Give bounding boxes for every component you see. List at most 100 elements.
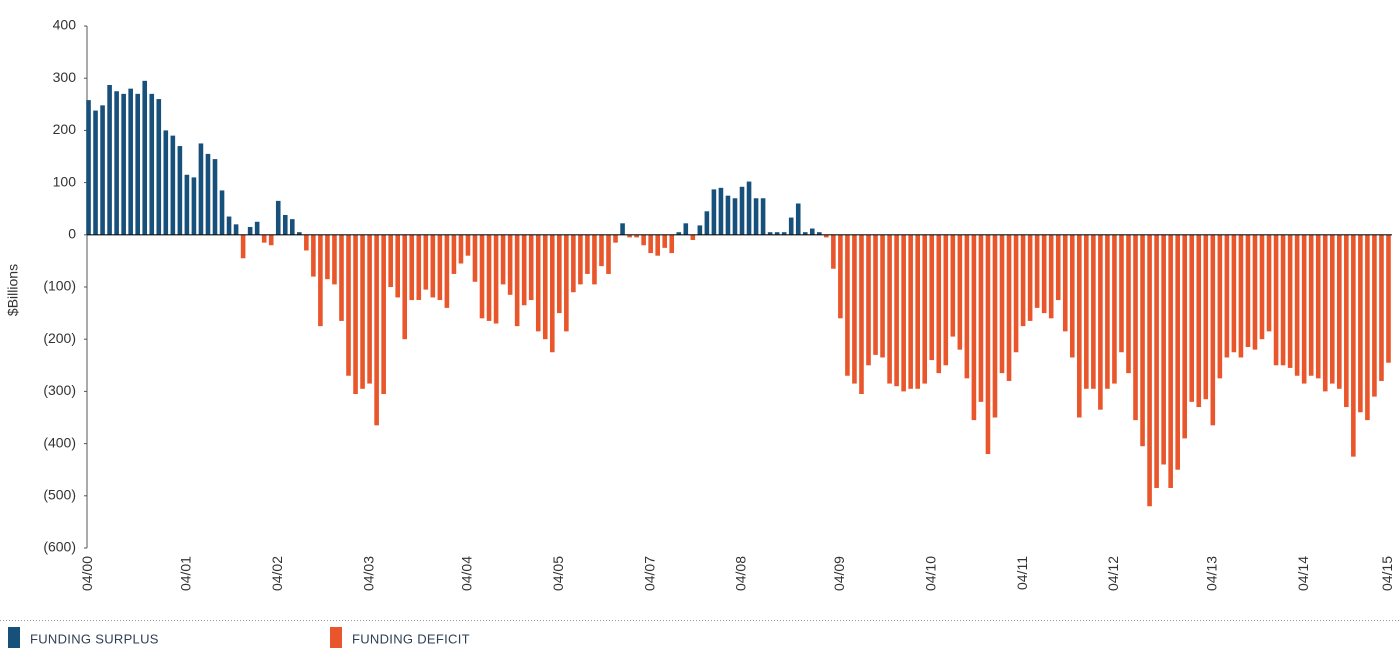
bar bbox=[1055, 234, 1061, 301]
bar bbox=[781, 232, 787, 235]
y-tick-label: (400) bbox=[43, 434, 76, 450]
bar bbox=[254, 221, 260, 235]
bar bbox=[486, 234, 492, 321]
bar bbox=[634, 234, 639, 238]
bar bbox=[149, 93, 155, 235]
bar bbox=[592, 234, 597, 285]
bar bbox=[268, 234, 274, 246]
bar bbox=[121, 93, 126, 235]
x-tick-label: 04/01 bbox=[178, 556, 194, 591]
x-tick-label: 04/14 bbox=[1295, 556, 1311, 591]
bar bbox=[817, 232, 822, 235]
bar bbox=[746, 181, 752, 235]
bar bbox=[205, 153, 211, 235]
bar bbox=[992, 234, 998, 418]
bar bbox=[198, 143, 204, 235]
bar bbox=[838, 234, 843, 319]
bar bbox=[1027, 234, 1033, 321]
bar bbox=[564, 234, 569, 332]
bar bbox=[93, 110, 98, 235]
bar bbox=[177, 146, 183, 235]
bar bbox=[367, 234, 372, 384]
legend-label: FUNDING SURPLUS bbox=[30, 631, 159, 646]
bar bbox=[1322, 234, 1328, 392]
bar bbox=[549, 234, 555, 353]
bar bbox=[423, 234, 429, 290]
bar bbox=[950, 234, 956, 337]
x-tick-label: 04/10 bbox=[922, 556, 938, 591]
bar bbox=[978, 234, 984, 402]
bar bbox=[1379, 234, 1384, 381]
bar bbox=[360, 234, 365, 389]
bar bbox=[690, 234, 696, 241]
bar bbox=[1210, 234, 1216, 426]
bar bbox=[613, 234, 618, 243]
bar bbox=[894, 234, 899, 387]
bar bbox=[824, 234, 829, 238]
bar bbox=[388, 234, 393, 287]
bar bbox=[1189, 234, 1195, 402]
bar bbox=[732, 198, 738, 235]
bar bbox=[374, 234, 379, 426]
x-tick-label: 04/09 bbox=[831, 556, 847, 591]
bar bbox=[943, 234, 949, 366]
bar bbox=[648, 234, 653, 254]
bar bbox=[1168, 234, 1173, 488]
bar bbox=[1140, 234, 1145, 447]
x-tick-label: 04/03 bbox=[360, 556, 376, 591]
y-tick-label: (600) bbox=[43, 539, 76, 555]
bar bbox=[170, 135, 176, 235]
bar bbox=[346, 234, 351, 376]
y-tick-label: 200 bbox=[53, 121, 77, 137]
bar bbox=[1231, 234, 1237, 353]
bar bbox=[128, 88, 133, 235]
legend-label: FUNDING DEFICIT bbox=[352, 631, 470, 646]
bar bbox=[535, 234, 541, 332]
bar bbox=[465, 234, 471, 256]
bar bbox=[1161, 234, 1166, 465]
x-tick-label: 04/12 bbox=[1105, 556, 1121, 591]
bar bbox=[437, 234, 443, 301]
bar bbox=[458, 234, 464, 264]
bar bbox=[1252, 234, 1258, 350]
bar bbox=[514, 234, 520, 327]
bar bbox=[381, 234, 386, 395]
bar bbox=[795, 203, 801, 235]
bar bbox=[571, 234, 576, 293]
bar bbox=[655, 234, 660, 256]
bar bbox=[493, 234, 499, 324]
bar bbox=[1224, 234, 1230, 358]
bar bbox=[107, 84, 112, 235]
bar bbox=[887, 234, 892, 384]
x-tick-label: 04/02 bbox=[269, 556, 285, 591]
bar bbox=[964, 234, 970, 379]
bar bbox=[852, 234, 857, 384]
x-tick-label: 04/07 bbox=[641, 556, 657, 591]
bar bbox=[901, 234, 906, 392]
bar bbox=[100, 105, 105, 235]
bar bbox=[1175, 234, 1180, 470]
bar bbox=[718, 187, 724, 235]
bar bbox=[1351, 234, 1356, 457]
x-tick-label: 04/04 bbox=[459, 556, 475, 591]
bar bbox=[1280, 234, 1286, 366]
bar bbox=[1196, 234, 1202, 408]
x-tick-label: 04/13 bbox=[1204, 556, 1220, 591]
bar bbox=[416, 234, 422, 301]
bar bbox=[620, 223, 625, 235]
bar bbox=[1287, 234, 1293, 368]
bar bbox=[395, 234, 400, 298]
bar bbox=[676, 232, 682, 235]
bar bbox=[1091, 234, 1096, 389]
bar bbox=[1147, 234, 1152, 507]
bar bbox=[957, 234, 963, 350]
bar bbox=[500, 234, 506, 285]
x-tick-label: 04/00 bbox=[79, 556, 95, 591]
y-tick-label: (100) bbox=[43, 278, 76, 294]
bar bbox=[353, 234, 358, 395]
bar bbox=[873, 234, 878, 355]
bar bbox=[156, 99, 162, 235]
bar bbox=[1034, 234, 1040, 308]
bar bbox=[831, 234, 836, 269]
bar bbox=[1098, 234, 1103, 410]
